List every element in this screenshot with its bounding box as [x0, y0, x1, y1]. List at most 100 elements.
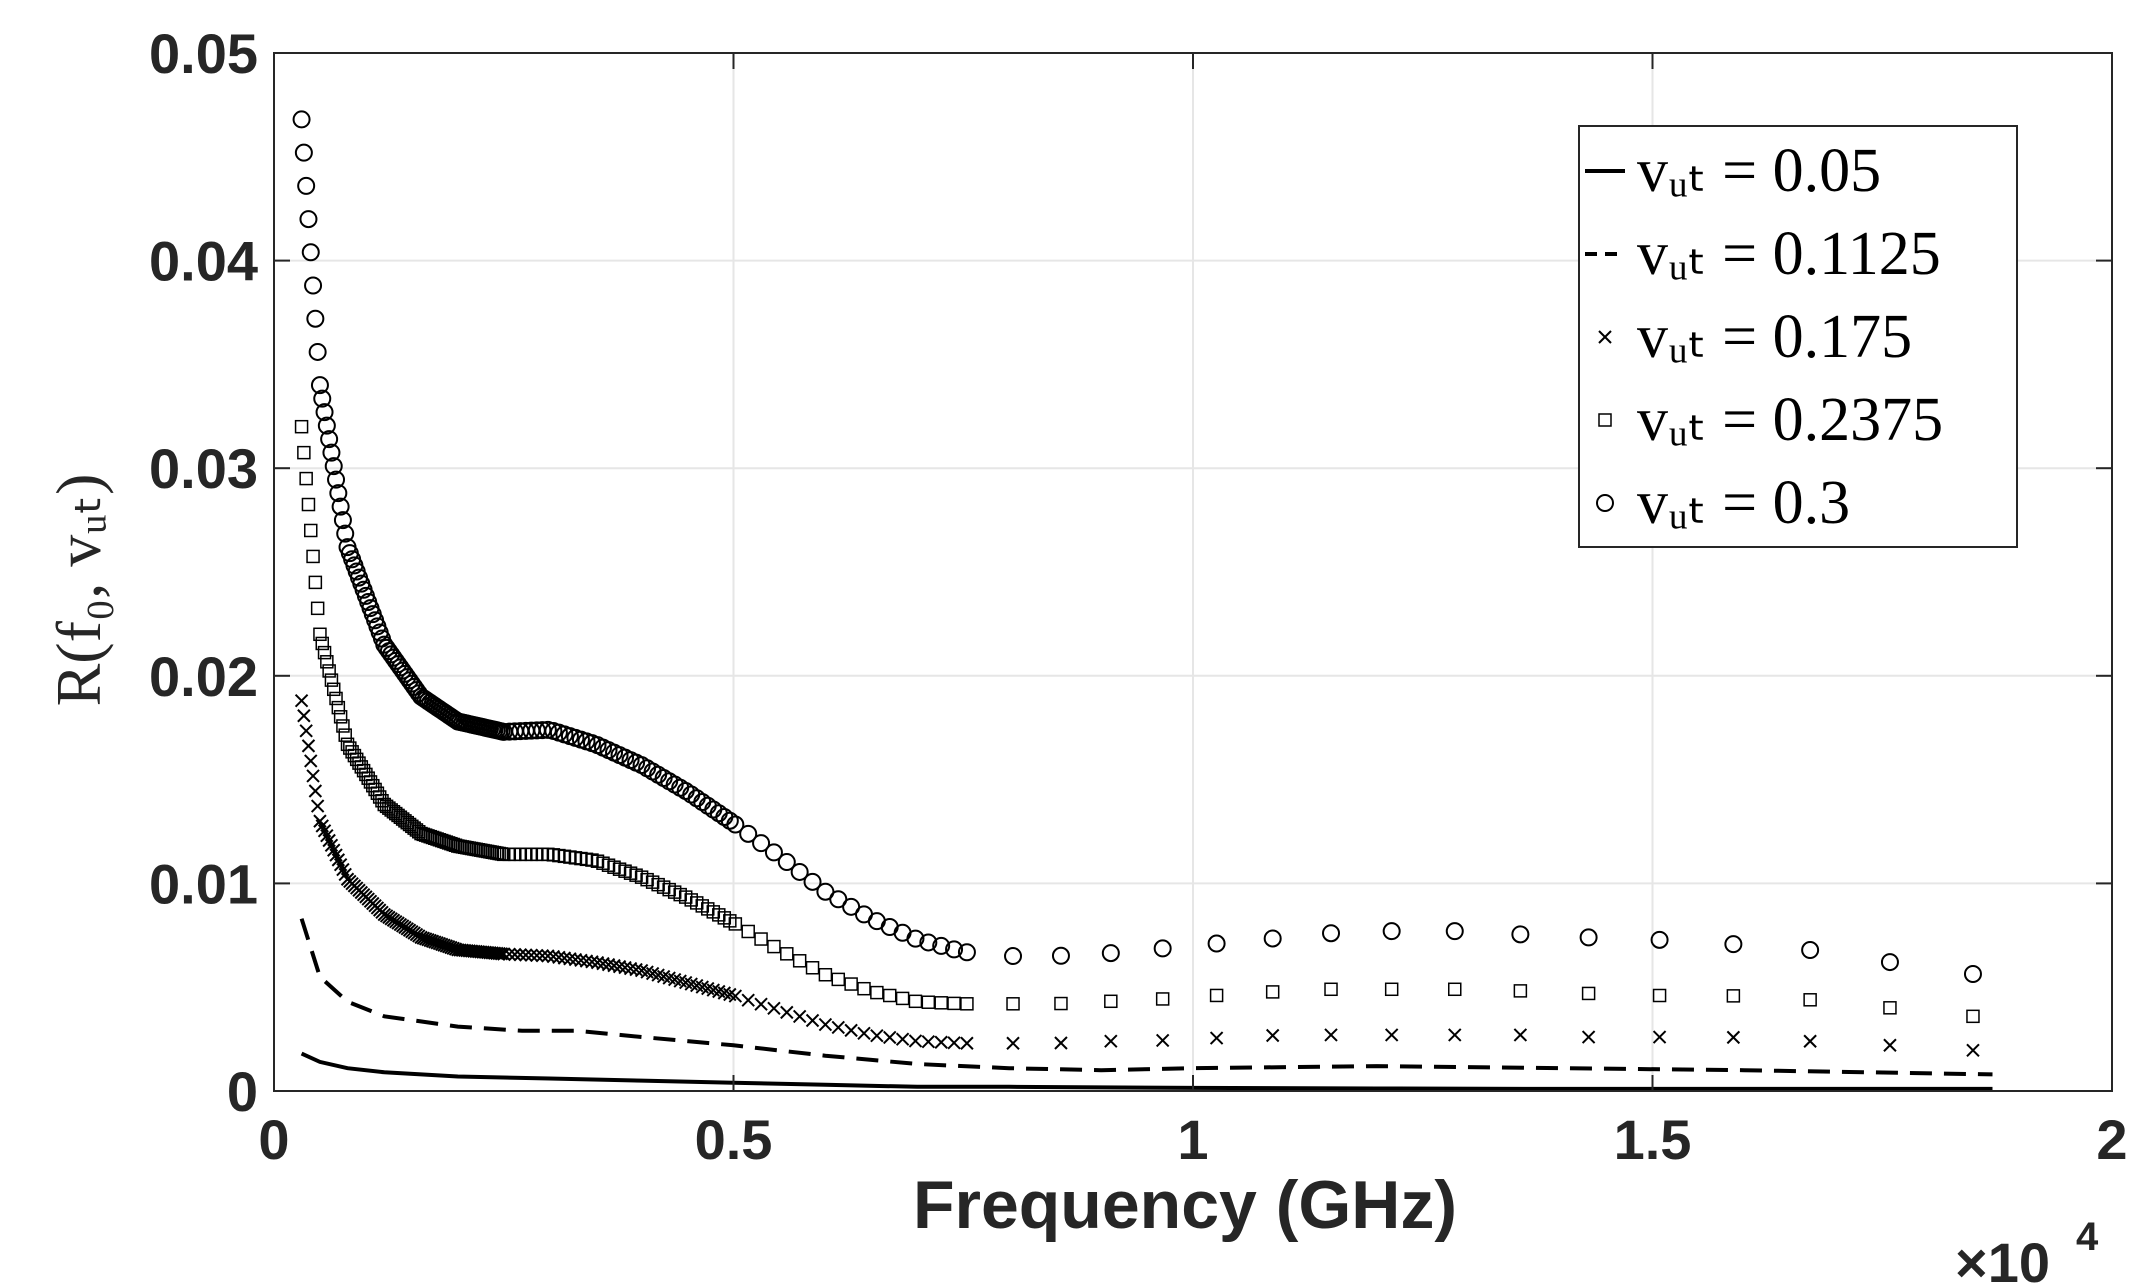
data-point: [306, 769, 320, 783]
data-point: [340, 737, 355, 752]
data-point: [715, 807, 734, 826]
data-point: [1966, 1043, 1980, 1058]
x-tick-label: 0: [258, 1108, 289, 1171]
data-point: [301, 497, 316, 512]
data-point: [508, 947, 522, 962]
data-point: [1880, 953, 1899, 972]
data-point: [1726, 1030, 1741, 1045]
data-point: [322, 664, 336, 678]
data-point: [1322, 924, 1341, 943]
data-point: [895, 1032, 910, 1046]
plot-series: [292, 110, 1993, 1091]
data-point: [497, 947, 511, 961]
data-point: [752, 834, 771, 853]
data-point: [308, 342, 327, 361]
data-point: [741, 993, 755, 1007]
data-point: [315, 636, 329, 651]
data-point: [698, 796, 717, 815]
data-point: [895, 991, 910, 1006]
data-point: [563, 952, 577, 966]
data-point: [336, 719, 350, 733]
data-point: [780, 1005, 794, 1020]
data-point: [315, 403, 334, 422]
data-point: [870, 985, 884, 1000]
data-point: [870, 1028, 884, 1043]
data-point: [1384, 982, 1399, 997]
data-point: [780, 947, 794, 961]
data-point: [304, 276, 323, 295]
data-point: [596, 956, 610, 971]
data-point: [308, 575, 323, 590]
data-point: [704, 800, 723, 819]
legend-label: vᵤₜ = 0.1125: [1637, 220, 1941, 288]
x-tick-label: 2: [2096, 1108, 2127, 1171]
data-point: [1448, 982, 1462, 997]
data-point: [329, 691, 343, 706]
data-point: [320, 655, 334, 669]
series-2: [299, 918, 1993, 1077]
data-point: [297, 709, 311, 723]
data-point: [372, 790, 387, 804]
data-point: [945, 940, 964, 959]
data-point: [934, 1035, 948, 1049]
data-point: [322, 443, 341, 462]
data-point: [934, 996, 948, 1010]
data-point: [960, 1036, 974, 1050]
data-point: [612, 959, 627, 974]
x-tick-label: 1.5: [1614, 1108, 1692, 1171]
data-point: [327, 470, 346, 489]
data-point: [299, 724, 313, 738]
data-point: [1153, 939, 1172, 958]
data-point: [1652, 988, 1667, 1003]
data-point: [304, 754, 318, 768]
data-point: [1966, 1009, 1980, 1024]
data-point: [790, 862, 809, 881]
data-point: [754, 932, 768, 946]
data-point: [336, 524, 355, 543]
data-point: [294, 143, 313, 162]
legend-box: [1578, 125, 2018, 548]
data-point: [299, 471, 313, 486]
data-point: [908, 994, 923, 1009]
data-point: [524, 948, 539, 962]
data-point: [568, 952, 583, 967]
data-point: [306, 549, 320, 564]
data-point: [519, 948, 533, 962]
data-point: [1803, 1034, 1817, 1048]
data-point: [297, 176, 316, 195]
data-point: [299, 210, 318, 229]
data-point: [313, 627, 327, 642]
data-point: [363, 775, 378, 789]
x-axis-label: Frequency (GHz): [913, 1167, 1457, 1243]
data-point: [1581, 1030, 1596, 1044]
data-point: [921, 1034, 936, 1049]
data-point: [324, 673, 339, 687]
data-point: [1963, 965, 1982, 984]
data-point: [1101, 944, 1120, 963]
data-point: [818, 1017, 833, 1032]
legend-swatch: [1596, 494, 1614, 512]
data-point: [310, 601, 325, 616]
y-tick-label: 0: [227, 1060, 258, 1123]
data-point: [1382, 922, 1401, 941]
data-point: [579, 954, 594, 968]
legend-entry: vᵤₜ = 0.2375: [1598, 386, 1943, 454]
data-point: [728, 917, 743, 931]
data-point: [720, 811, 739, 830]
data-point: [317, 645, 332, 660]
data-point: [1054, 996, 1068, 1011]
data-point: [728, 989, 743, 1003]
x-tick-label: 0.5: [695, 1108, 773, 1171]
data-point: [607, 958, 621, 973]
legend-label: vᵤₜ = 0.175: [1637, 303, 1912, 371]
data-point: [857, 981, 871, 996]
data-point: [831, 972, 846, 987]
data-point: [777, 853, 796, 872]
data-point: [308, 784, 323, 798]
data-point: [1051, 946, 1070, 965]
data-point: [805, 961, 820, 975]
data-point: [294, 694, 309, 708]
data-point: [368, 782, 382, 797]
data-point: [947, 1036, 961, 1050]
y-axis-label: R(f₀, vᵤₜ): [43, 474, 114, 707]
